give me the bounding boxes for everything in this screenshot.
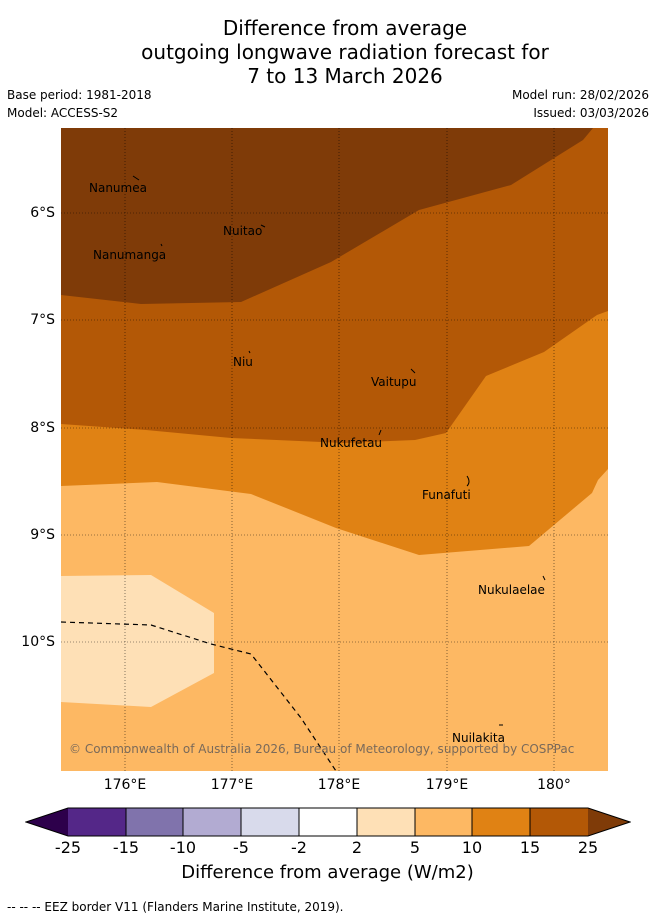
copyright-text: © Commonwealth of Australia 2026, Bureau… <box>69 742 574 756</box>
place-label: Niu <box>233 355 253 369</box>
model-run: Model run: 28/02/2026 <box>511 88 649 102</box>
title-line-2: outgoing longwave radiation forecast for <box>141 40 549 64</box>
colorbar-label: 15 <box>519 838 541 857</box>
forecast-map: Nanumea Nuitao Nanumanga Niu Vaitupu Nuk… <box>61 128 608 771</box>
colorbar-label: 10 <box>461 838 483 857</box>
lon-tick: 178°E <box>317 777 361 793</box>
lat-tick: 7°S <box>30 312 55 328</box>
colorbar-cell <box>588 808 630 836</box>
colorbar-label: -2 <box>291 838 307 857</box>
colorbar-title: Difference from average (W/m2) <box>181 862 474 883</box>
lon-tick: 177°E <box>210 777 254 793</box>
place-label: Nanumanga <box>93 248 166 262</box>
graticule <box>61 128 608 771</box>
lat-tick: 10°S <box>21 634 55 650</box>
title-line-1: Difference from average <box>222 16 468 40</box>
colorbar-label: -25 <box>54 838 82 857</box>
island-nukufetau <box>378 429 382 436</box>
colorbar-cell <box>530 808 588 836</box>
colorbar-cell <box>415 808 472 836</box>
colorbar-cell <box>26 808 68 836</box>
fill-neutral <box>61 575 214 707</box>
islands <box>132 175 546 726</box>
lat-tick: 6°S <box>30 205 55 221</box>
colorbar-cell <box>126 808 183 836</box>
colorbar-cell <box>472 808 530 836</box>
place-label: Nukufetau <box>320 436 382 450</box>
island-vaitupu <box>410 368 416 374</box>
colorbar-cell <box>299 808 357 836</box>
place-label: Nukulaelae <box>478 583 545 597</box>
colorbar <box>25 807 631 837</box>
colorbar-label: -10 <box>169 838 197 857</box>
colorbar-label: 5 <box>409 838 421 857</box>
colorbar-cell <box>357 808 415 836</box>
colorbar-label: 25 <box>577 838 599 857</box>
island-nukulaelae <box>542 575 546 581</box>
place-label: Nuitao <box>223 224 262 238</box>
model-name: Model: ACCESS-S2 <box>7 106 119 120</box>
issued-date: Issued: 03/03/2026 <box>533 106 649 120</box>
lat-tick: 8°S <box>30 420 55 436</box>
map-svg: Nanumea Nuitao Nanumanga Niu Vaitupu Nuk… <box>61 128 608 771</box>
colorbar-label: -15 <box>112 838 140 857</box>
island-niu <box>248 350 251 354</box>
title-line-3: 7 to 13 March 2026 <box>247 64 443 88</box>
lon-tick: 179°E <box>425 777 469 793</box>
island-nuitao <box>260 224 266 228</box>
island-nanumea <box>132 175 140 181</box>
lat-tick: 9°S <box>30 527 55 543</box>
place-label: Funafuti <box>422 488 471 502</box>
chart-title: Difference from average outgoing longwav… <box>0 16 655 88</box>
colorbar-cell <box>241 808 299 836</box>
colorbar-cell <box>183 808 241 836</box>
place-label: Nuilakita <box>452 731 505 745</box>
colorbar-label: 2 <box>351 838 363 857</box>
base-period: Base period: 1981-2018 <box>7 88 152 102</box>
lon-tick: 176°E <box>103 777 147 793</box>
island-nanumanga <box>160 243 163 247</box>
lon-tick: 180° <box>537 777 571 793</box>
eez-border <box>61 621 337 771</box>
eez-legend-note: -- -- -- EEZ border V11 (Flanders Marine… <box>7 900 344 914</box>
place-label: Vaitupu <box>371 375 417 389</box>
colorbar-label: -5 <box>233 838 249 857</box>
colorbar-cell <box>68 808 126 836</box>
place-label: Nanumea <box>89 181 147 195</box>
fill-15-to-25 <box>61 128 593 304</box>
island-funafuti <box>466 475 470 487</box>
